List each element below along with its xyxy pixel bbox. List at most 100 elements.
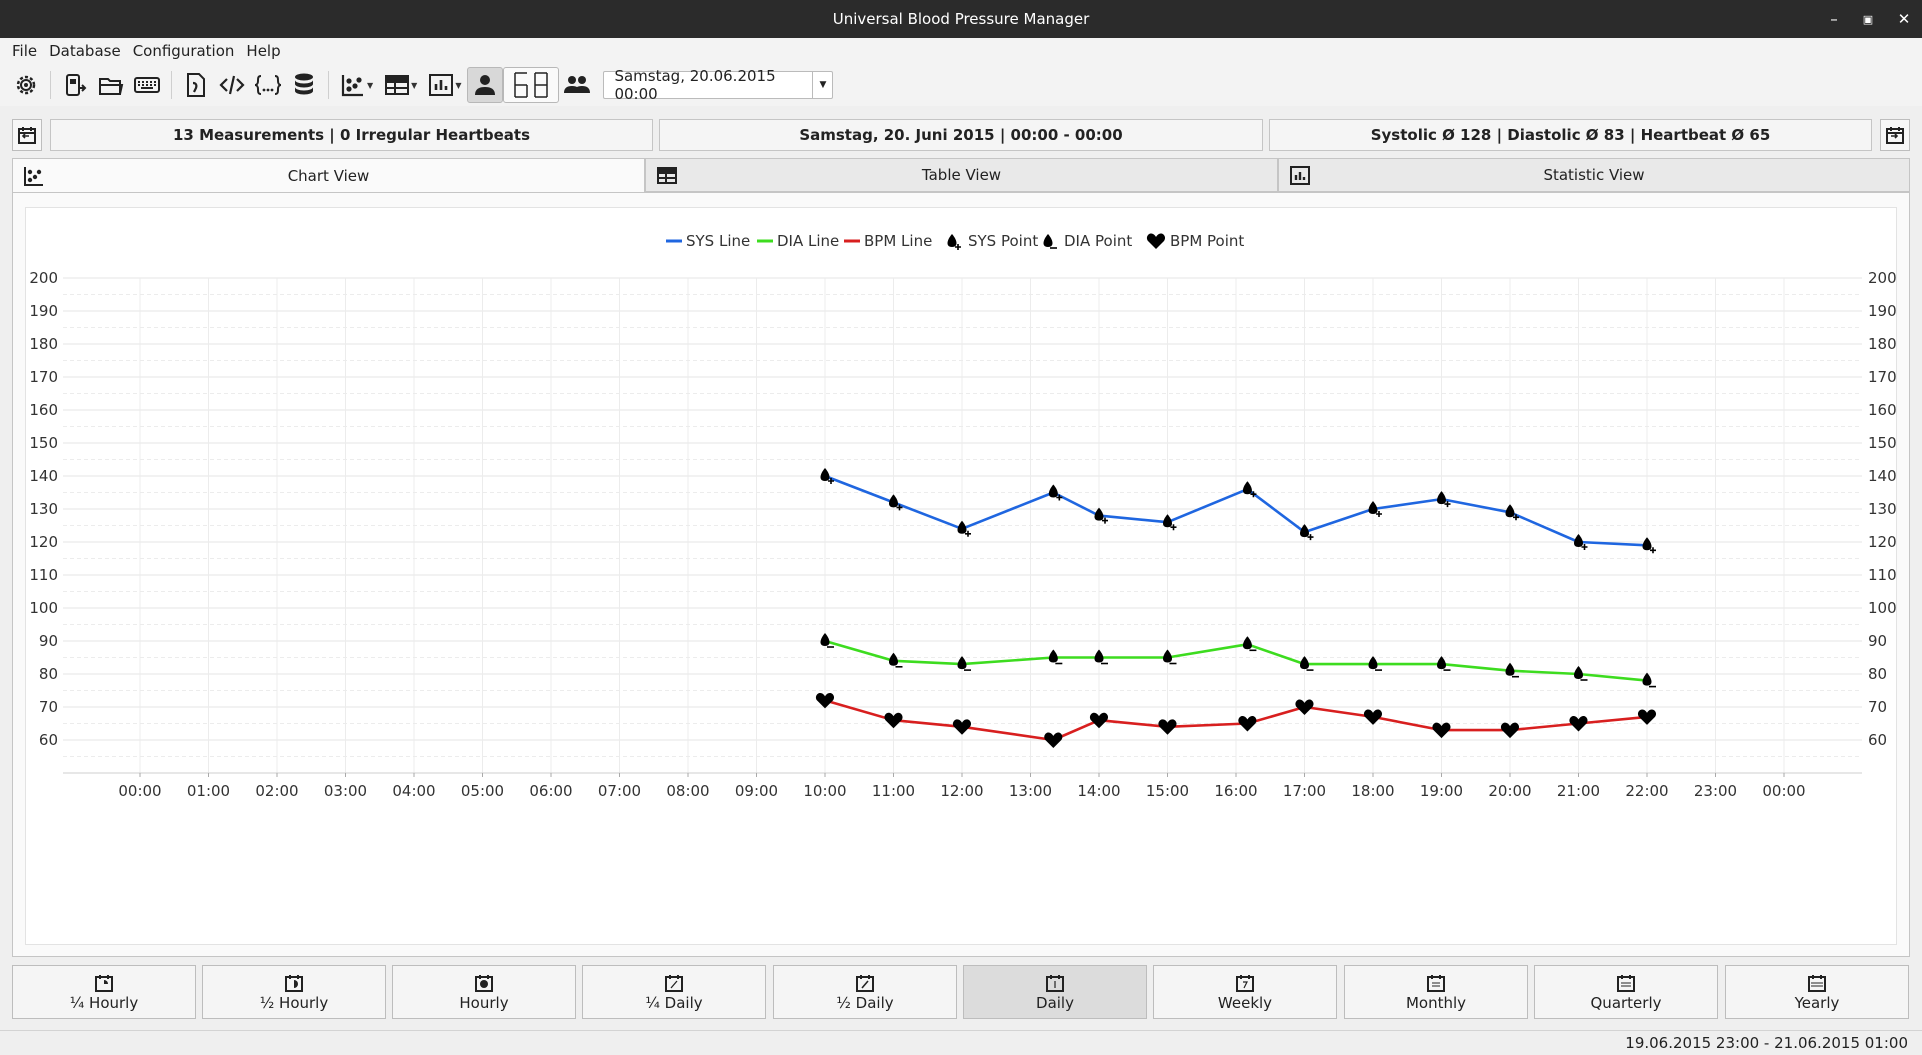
bpm-point [1295, 699, 1314, 715]
sys-point-plus [1376, 511, 1382, 517]
y-tick-label-right: 60 [1868, 731, 1887, 749]
menu-configuration[interactable]: Configuration [132, 42, 235, 60]
date-range-label: Samstag, 20. Juni 2015 | 00:00 - 00:00 [659, 119, 1263, 151]
sys-point [1574, 534, 1583, 547]
next-period-button[interactable] [1880, 119, 1910, 151]
x-tick-label: 09:00 [735, 782, 778, 800]
x-tick-label: 05:00 [461, 782, 504, 800]
group-label: Yearly [1794, 994, 1840, 1012]
group-label: ½ Daily [836, 994, 894, 1012]
minimize-button[interactable]: – [1830, 10, 1838, 28]
blood-pressure-chart: 60 60 70 70 80 80 90 90 100 100 110 110 120 120 130 130… [29, 232, 1897, 800]
dia-point [957, 656, 967, 670]
export-json-icon[interactable] [250, 67, 286, 103]
dia-point [1574, 666, 1583, 679]
statistic-view-icon[interactable] [423, 67, 459, 103]
half-daily-icon [855, 972, 875, 994]
date-combobox-value: Samstag, 20.06.2015 00:00 [614, 67, 776, 103]
sys-point-plus [1444, 501, 1451, 508]
previous-period-button[interactable] [12, 119, 42, 151]
keyboard-input-icon[interactable] [129, 67, 165, 103]
sys-point-plus [1102, 517, 1108, 524]
sys-point [1437, 491, 1446, 505]
menu-database[interactable]: Database [49, 42, 121, 60]
group-monthly-button[interactable]: Monthly [1344, 965, 1528, 1019]
statistic-dropdown-caret[interactable]: ▼ [455, 80, 462, 90]
y-tick-label-right: 160 [1868, 401, 1897, 419]
group-label: Monthly [1405, 994, 1467, 1012]
dia-point [1642, 672, 1652, 686]
user-single-icon[interactable] [467, 67, 504, 103]
maximize-button[interactable]: ▣ [1862, 12, 1874, 26]
y-tick-label-left: 180 [29, 335, 58, 353]
export-pdf-icon[interactable] [178, 67, 214, 103]
sys-point-plus [1513, 514, 1519, 521]
x-tick-label: 22:00 [1625, 782, 1668, 800]
dia-point [1437, 656, 1446, 670]
menu-help[interactable]: Help [246, 42, 281, 60]
tab-statistic-view[interactable]: Statistic View [1278, 158, 1910, 192]
settings-gear-icon[interactable] [8, 67, 44, 103]
y-tick-label-right: 130 [1868, 500, 1897, 518]
sys-point [1642, 537, 1652, 551]
export-html-icon[interactable] [214, 67, 250, 103]
sys-point-plus [965, 530, 971, 537]
dia-point [1242, 636, 1252, 650]
y-tick-label-left: 90 [39, 632, 58, 650]
group-daily-button[interactable]: Daily [963, 965, 1147, 1019]
dia-point [1163, 649, 1172, 663]
sys-point [1163, 514, 1172, 528]
group-weekly-button[interactable]: Weekly [1153, 965, 1337, 1019]
group-half-daily-button[interactable]: ½ Daily [773, 965, 957, 1019]
legend-label: SYS Point [968, 232, 1038, 250]
date-combobox-arrow-icon[interactable]: ▼ [812, 72, 832, 98]
bpm-point [952, 719, 972, 735]
database-icon[interactable] [286, 67, 322, 103]
y-tick-label-right: 180 [1868, 335, 1897, 353]
x-tick-label: 23:00 [1694, 782, 1737, 800]
sys-point-plus [1307, 534, 1314, 541]
tab-chart-view[interactable]: Chart View [12, 158, 645, 193]
x-tick-label: 21:00 [1557, 782, 1600, 800]
sys-point [1300, 524, 1309, 538]
group-hourly-button[interactable]: Hourly [392, 965, 576, 1019]
date-combobox[interactable]: Samstag, 20.06.2015 00:00 ▼ [603, 67, 834, 103]
group-label: Quarterly [1590, 994, 1662, 1012]
chart-view-scatter-icon[interactable] [335, 67, 371, 103]
sys-point [1368, 501, 1378, 514]
legend-label: DIA Point [1064, 232, 1132, 250]
group-yearly-button[interactable]: Yearly [1725, 965, 1909, 1019]
bpm-point [815, 692, 835, 709]
legend-label: BPM Line [864, 232, 932, 250]
y-tick-label-right: 70 [1868, 698, 1887, 716]
dia-point [1368, 656, 1378, 670]
close-button[interactable]: ✕ [1897, 10, 1911, 28]
y-tick-label-right: 150 [1868, 434, 1897, 452]
tab-table-view[interactable]: Table View [645, 158, 1278, 192]
menu-file[interactable]: File [12, 42, 38, 60]
segment-display-icon[interactable] [503, 67, 560, 103]
x-tick-label: 03:00 [324, 782, 367, 800]
y-tick-label-right: 120 [1868, 533, 1897, 551]
table-dropdown-caret[interactable]: ▼ [411, 80, 418, 90]
bpm-point [1089, 712, 1109, 729]
dia-point [820, 633, 830, 646]
open-file-icon[interactable] [93, 67, 129, 103]
chart-area: 60 60 70 70 80 80 90 90 100 100 110 110 120 120 130 130… [25, 207, 1897, 945]
table-view-icon[interactable] [379, 67, 415, 103]
import-device-icon[interactable] [57, 67, 93, 103]
user-group-icon[interactable] [559, 67, 595, 103]
group-quarterly-button[interactable]: Quarterly [1534, 965, 1718, 1019]
status-bar: 19.06.2015 23:00 - 21.06.2015 01:00 [0, 1030, 1922, 1055]
y-tick-label-left: 160 [29, 401, 58, 419]
x-tick-label: 06:00 [529, 782, 572, 800]
group-half-hourly-button[interactable]: ½ Hourly [202, 965, 386, 1019]
chart-tab-icon [23, 165, 45, 191]
group-quarter-hourly-button[interactable]: ¼ Hourly [12, 965, 196, 1019]
x-tick-label: 04:00 [392, 782, 435, 800]
bpm-point [1432, 722, 1451, 739]
y-tick-label-right: 140 [1868, 467, 1897, 485]
chart-panel: 60 60 70 70 80 80 90 90 100 100 110 110 120 120 130 130… [12, 192, 1910, 957]
group-quarter-daily-button[interactable]: ¼ Daily [582, 965, 766, 1019]
chart-dropdown-caret[interactable]: ▼ [367, 80, 374, 90]
